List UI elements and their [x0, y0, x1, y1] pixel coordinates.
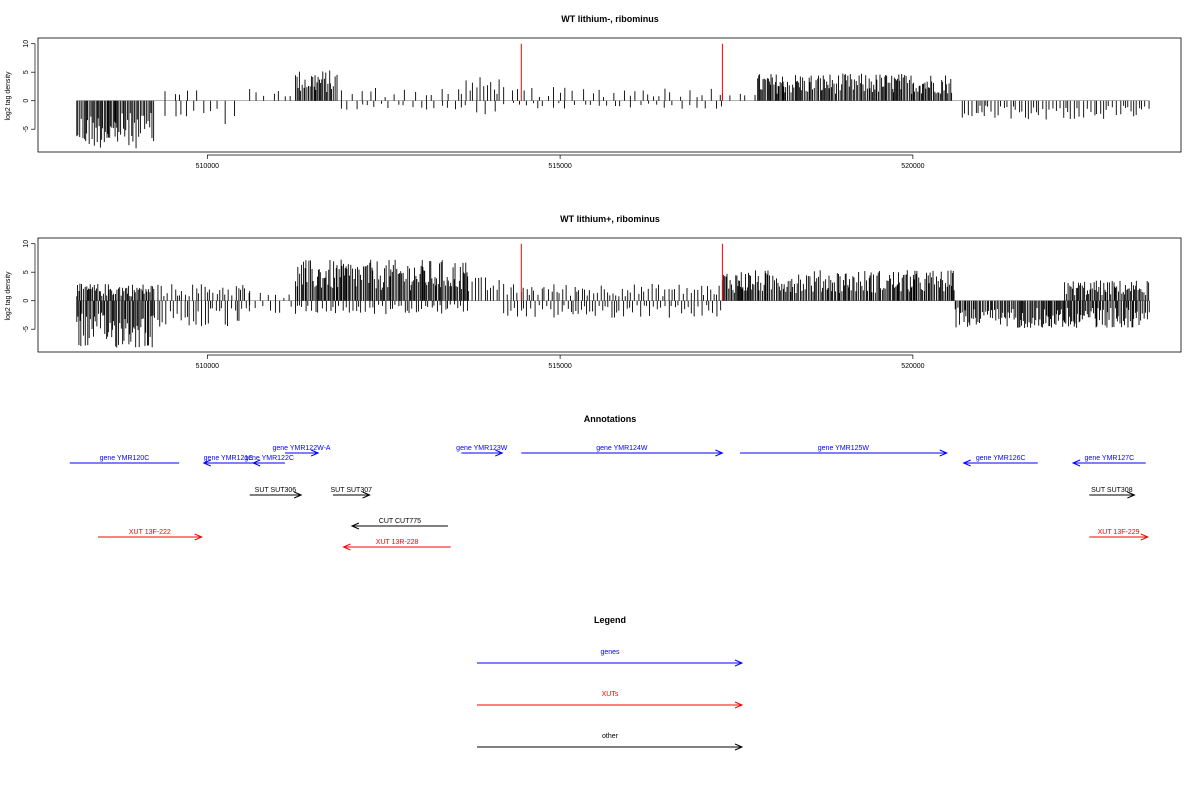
panel-title: WT lithium+, ribominus — [560, 214, 660, 224]
feature-gene: gene YMR125W — [740, 445, 949, 457]
feature-label: gene YMR127C — [1085, 455, 1135, 462]
feature-label: gene YMR126C — [976, 455, 1026, 462]
feature-label: SUT SUT307 — [331, 487, 373, 494]
arrowhead-right-icon — [734, 743, 744, 751]
feature-label: gene YMR121C — [204, 455, 254, 462]
feature-gene: gene YMR127C — [1071, 455, 1146, 467]
x-tick-label: 515000 — [548, 363, 571, 370]
feature-xut: XUT 13F-222 — [97, 529, 203, 541]
feature-gene: gene YMR123W — [456, 445, 508, 457]
y-tick-label: 5 — [23, 270, 30, 274]
feature-gene: gene YMR124W — [521, 445, 724, 457]
arrowhead-right-icon — [715, 449, 724, 457]
feature-label: gene YMR124W — [596, 445, 648, 452]
feature-gene: gene YMR121C — [202, 455, 254, 467]
y-axis-label: log2 tag density — [5, 71, 12, 121]
panel-title: WT lithium-, ribominus — [561, 14, 659, 24]
feature-xut: XUT 13F-229 — [1089, 529, 1150, 541]
arrowhead-left-icon — [350, 522, 360, 530]
x-tick-label: 510000 — [196, 363, 219, 370]
feature-label: CUT CUT775 — [379, 518, 421, 525]
feature-label: gene YMR122C — [244, 455, 294, 462]
feature-label: XUT 13F-229 — [1098, 529, 1140, 536]
feature-label: gene YMR125W — [818, 445, 870, 452]
legend-title: Legend — [594, 615, 626, 625]
feature-other: SUT SUT307 — [331, 487, 373, 499]
arrowhead-left-icon — [962, 459, 971, 467]
arrowhead-left-icon — [1071, 459, 1081, 467]
feature-label: SUT SUT308 — [1091, 487, 1133, 494]
arrowhead-right-icon — [310, 449, 320, 457]
arrowhead-right-icon — [1140, 533, 1150, 541]
feature-gene: gene YMR122C — [244, 455, 294, 467]
feature-other: CUT CUT775 — [350, 518, 448, 530]
feature-label: XUT 13R-228 — [376, 539, 419, 546]
feature-xut: XUT 13R-228 — [342, 539, 451, 551]
arrowhead-left-icon — [342, 543, 351, 551]
feature-other: SUT SUT308 — [1089, 487, 1136, 499]
legend-item: XUTs — [477, 691, 744, 709]
arrowhead-right-icon — [194, 533, 203, 541]
feature-label: SUT SUT306 — [255, 487, 297, 494]
plot-frame — [37, 237, 1182, 353]
feature-gene: gene YMR120C — [69, 455, 180, 464]
coverage-bars — [76, 243, 1150, 348]
feature-label: gene YMR123W — [456, 445, 508, 452]
y-tick-label: 5 — [23, 70, 30, 74]
feature-label: gene YMR120C — [100, 455, 150, 462]
y-tick-label: 10 — [23, 240, 30, 248]
x-tick-label: 520000 — [901, 363, 924, 370]
y-tick-label: 0 — [23, 99, 30, 103]
legend-label: other — [602, 733, 619, 740]
feature-gene: gene YMR122W-A — [272, 445, 331, 457]
feature-label: XUT 13F-222 — [129, 529, 171, 536]
annotations-track: Annotations gene YMR120C gene YMR121Cgene… — [69, 414, 1150, 551]
legend-item: genes — [477, 649, 744, 667]
y-tick-label: 10 — [23, 40, 30, 48]
x-tick-label: 520000 — [901, 163, 924, 170]
arrowhead-right-icon — [495, 449, 504, 457]
y-axis-label: log2 tag density — [5, 271, 12, 321]
arrowhead-left-icon — [202, 459, 212, 467]
coverage-panel-lithium-plus: WT lithium+, ribominus log2 tag density … — [5, 214, 1182, 370]
y-tick-label: -5 — [23, 126, 30, 132]
arrowhead-right-icon — [293, 491, 303, 499]
legend-items: genes XUTs other — [477, 649, 744, 751]
x-tick-label: 510000 — [196, 163, 219, 170]
arrowhead-left-icon — [251, 459, 261, 467]
y-tick-label: 0 — [23, 299, 30, 303]
coverage-bars — [76, 43, 1150, 149]
arrowhead-right-icon — [734, 701, 744, 709]
feature-label: gene YMR122W-A — [272, 445, 330, 452]
y-tick-label: -5 — [23, 326, 30, 332]
legend: Legend genes XUTs other — [477, 615, 744, 751]
feature-gene: gene YMR126C — [962, 455, 1038, 467]
axes: 10 5 0 -5 510000 515000 520000 — [23, 240, 925, 370]
arrowhead-right-icon — [1127, 491, 1136, 499]
arrowhead-right-icon — [362, 491, 371, 499]
axes: 10 5 0 -5 510000 515000 520000 — [23, 40, 925, 170]
legend-item: other — [477, 733, 744, 751]
plot-frame — [37, 37, 1182, 153]
legend-label: genes — [600, 649, 620, 656]
x-tick-label: 515000 — [548, 163, 571, 170]
coverage-panel-lithium-minus: WT lithium-, ribominus log2 tag density … — [5, 14, 1182, 170]
legend-label: XUTs — [602, 691, 619, 698]
arrowhead-right-icon — [734, 659, 744, 667]
feature-other: SUT SUT306 — [249, 487, 303, 499]
arrowhead-right-icon — [939, 449, 949, 457]
annotations-title: Annotations — [584, 414, 637, 424]
